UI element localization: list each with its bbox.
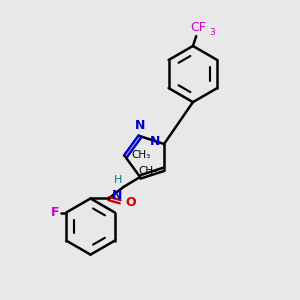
Text: N: N [135, 119, 145, 132]
Text: N: N [112, 189, 122, 202]
Text: N: N [150, 135, 160, 148]
Text: CH₃: CH₃ [131, 150, 150, 160]
Text: O: O [126, 196, 136, 209]
Text: F: F [50, 206, 59, 219]
Text: H: H [113, 175, 122, 184]
Text: CH₃: CH₃ [139, 166, 158, 176]
Text: 3: 3 [209, 28, 214, 37]
Text: CF: CF [190, 21, 206, 34]
